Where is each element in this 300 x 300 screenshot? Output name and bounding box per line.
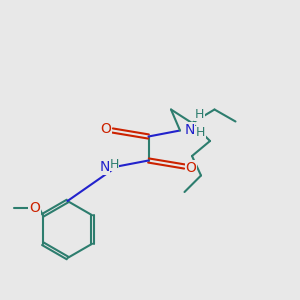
Text: O: O xyxy=(29,201,40,214)
Text: N: N xyxy=(184,123,195,136)
Text: H: H xyxy=(195,107,204,121)
Text: O: O xyxy=(100,122,111,136)
Text: N: N xyxy=(99,160,110,174)
Text: H: H xyxy=(109,158,119,171)
Text: H: H xyxy=(196,126,205,140)
Text: O: O xyxy=(186,161,196,175)
